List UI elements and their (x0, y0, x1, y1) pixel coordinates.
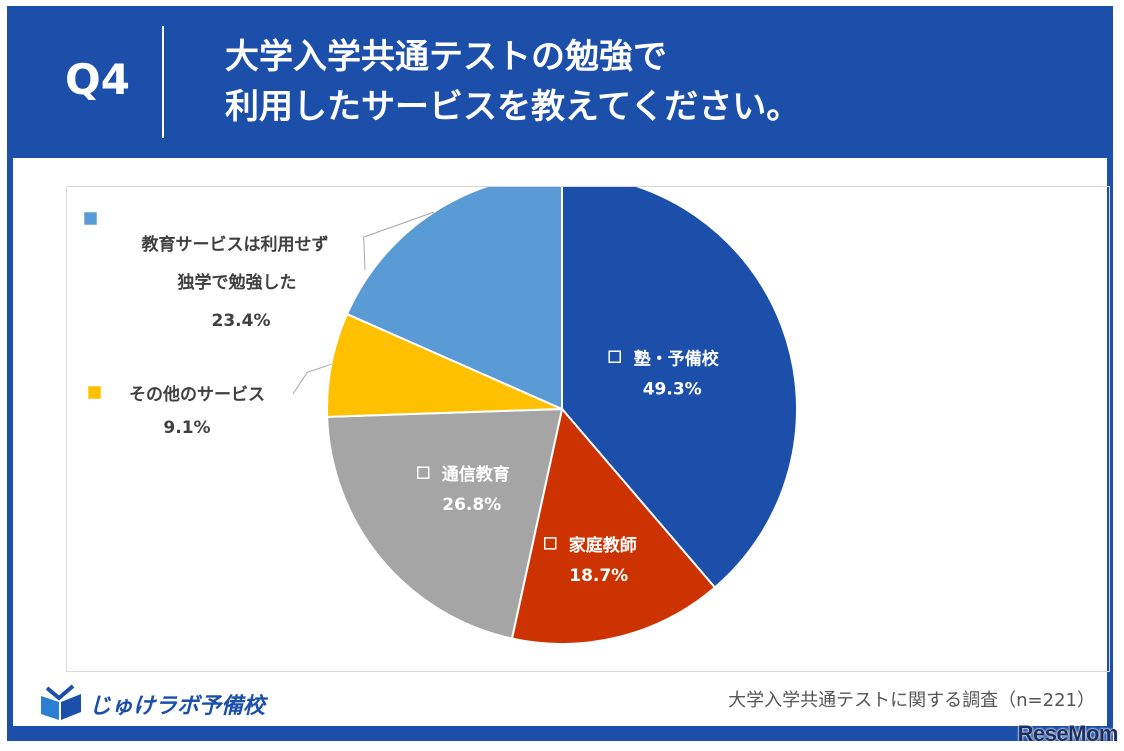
slice-label-name-1: 家庭教師 (569, 535, 637, 556)
slice-label-name-0: 塾・予備校 (634, 348, 720, 369)
slice-label-name-4-line-0: 教育サービスは利用せず (141, 234, 329, 255)
brand-logo: じゅけラボ予備校 (37, 680, 297, 726)
slice-label-name-4-line-1: 独学で勉強した (178, 272, 297, 293)
legend-marker-1 (543, 537, 557, 550)
header-divider (162, 26, 164, 138)
card-frame: Q4 大学入学共通テストの勉強で 利用したサービスを教えてください。 塾・予備校… (7, 6, 1113, 741)
slice-label-value-0: 49.3% (643, 379, 702, 399)
book-logo-icon (41, 684, 81, 720)
pie-chart: 塾・予備校 49.3% 家庭教師 18.7% 通信教育 26.8% その他のサービス 9.1%… (84, 187, 798, 645)
legend-marker-4 (84, 212, 97, 225)
legend-marker-2 (416, 466, 430, 479)
leader-line-3 (292, 363, 332, 395)
slice-label-value-3: 9.1% (163, 418, 210, 438)
question-line-1: 大学入学共通テストの勉強で (225, 37, 667, 77)
pie-slice-2 (326, 407, 564, 640)
question-header: Q4 大学入学共通テストの勉強で 利用したサービスを教えてください。 (7, 6, 1113, 154)
pie-slice-1 (510, 406, 717, 645)
slice-label-value-4: 23.4% (212, 311, 271, 331)
question-line-2: 利用したサービスを教えてください。 (225, 87, 801, 127)
watermark: ReseMom (1017, 721, 1119, 746)
survey-note: 大学入学共通テストに関する調査（n=221） (728, 690, 1095, 711)
slice-label-value-1: 18.7% (569, 566, 628, 586)
slice-label-name-2: 通信教育 (442, 464, 510, 485)
chart-area: 塾・予備校 49.3% 家庭教師 18.7% 通信教育 26.8% その他のサービス 9.1%… (66, 186, 1110, 672)
slice-label-value-2: 26.8% (442, 495, 501, 515)
pie-slice-3 (326, 312, 563, 418)
pie-slice-0 (561, 187, 798, 589)
leader-line-4 (363, 211, 434, 271)
legend-marker-0 (608, 350, 621, 364)
slice-label-name-3: その他のサービス (129, 384, 265, 405)
question-text: 大学入学共通テストの勉強で 利用したサービスを教えてください。 (225, 32, 1085, 132)
logo-text: じゅけラボ予備校 (89, 694, 266, 719)
legend-marker-3 (88, 386, 101, 399)
question-number: Q4 (65, 55, 130, 104)
chart-panel: 塾・予備校 49.3% 家庭教師 18.7% 通信教育 26.8% その他のサービス 9.1%… (13, 158, 1110, 726)
